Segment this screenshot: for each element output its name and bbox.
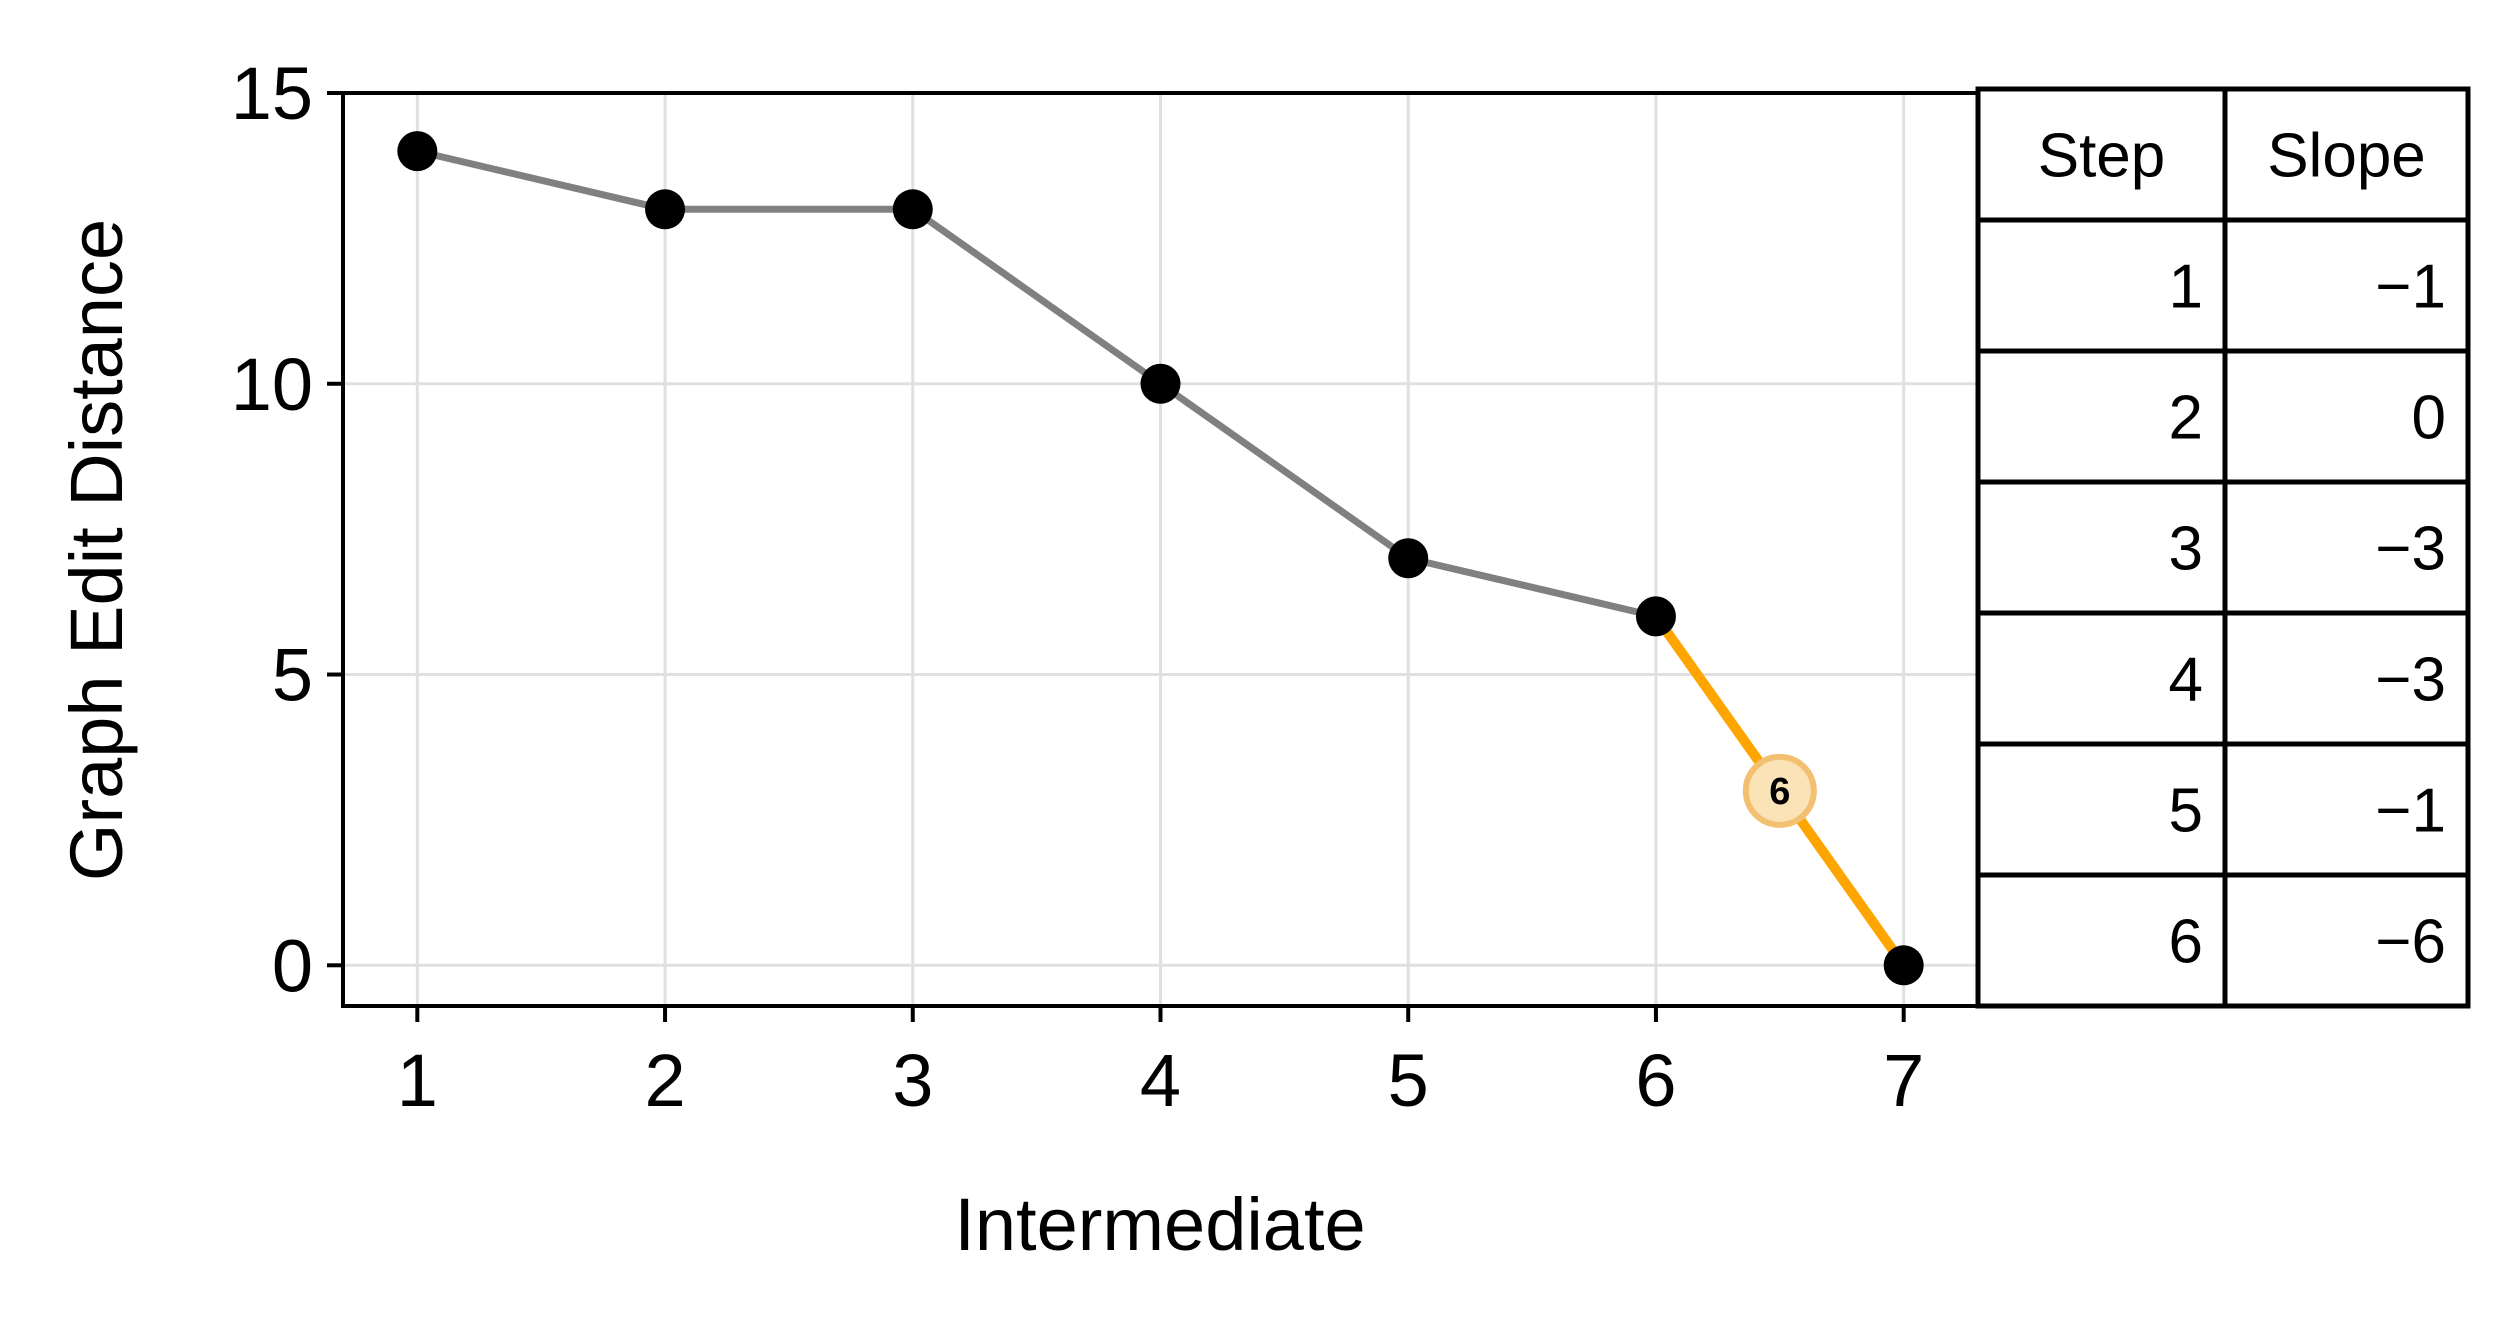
table-header-cell: Step xyxy=(2038,122,2166,191)
data-point xyxy=(1883,945,1924,986)
table-cell: −1 xyxy=(2375,777,2446,846)
y-axis-label: Graph Edit Distance xyxy=(55,219,138,881)
x-tick-label: 1 xyxy=(397,1039,438,1122)
line-segment xyxy=(1404,554,1660,620)
highlight-badge xyxy=(1742,753,1817,828)
data-point xyxy=(892,189,933,230)
table-cell: 0 xyxy=(2412,384,2446,453)
table-cell: 6 xyxy=(2169,908,2203,977)
line-segment xyxy=(909,205,1164,388)
highlight-badge-label: 6 xyxy=(1769,771,1790,813)
x-tick-label: 7 xyxy=(1883,1039,1924,1122)
data-point xyxy=(397,131,438,172)
x-tick-label: 5 xyxy=(1388,1039,1429,1122)
table-cell: −3 xyxy=(2375,646,2446,715)
table-cell: −6 xyxy=(2375,908,2446,977)
axes: 1 2 3 4 5 6 7 0 5 10 15 xyxy=(231,52,1980,1122)
grid xyxy=(343,91,1978,1006)
data-point xyxy=(1635,596,1676,637)
table-cell: 1 xyxy=(2169,253,2203,322)
table-header-cell: Slope xyxy=(2267,122,2426,191)
x-axis-label: Intermediate xyxy=(954,1183,1365,1266)
table-cell: −1 xyxy=(2375,253,2446,322)
y-tick-label: 0 xyxy=(272,924,313,1007)
data-point xyxy=(645,189,686,230)
table-cell: −3 xyxy=(2375,515,2446,584)
line-segment xyxy=(413,147,669,213)
table-cell: 5 xyxy=(2169,777,2203,846)
x-tick-label: 2 xyxy=(644,1039,685,1122)
data-point xyxy=(1388,538,1429,579)
table-cell: 2 xyxy=(2169,384,2203,453)
x-tick-label: 3 xyxy=(892,1039,933,1122)
y-tick-label: 10 xyxy=(231,343,313,426)
table-cell: 4 xyxy=(2169,646,2203,715)
x-tick-label: 6 xyxy=(1635,1039,1676,1122)
line-segment xyxy=(1157,380,1412,562)
data-point xyxy=(1140,363,1181,404)
y-tick-label: 5 xyxy=(272,634,313,717)
slope-table: Step Slope 1 −1 2 0 3 −3 4 −3 5 −1 6 −6 xyxy=(1975,86,2471,1009)
x-tick-label: 4 xyxy=(1140,1039,1181,1122)
series: 6 xyxy=(397,131,1924,986)
table-cell: 3 xyxy=(2169,515,2203,584)
y-tick-label: 15 xyxy=(231,52,313,135)
